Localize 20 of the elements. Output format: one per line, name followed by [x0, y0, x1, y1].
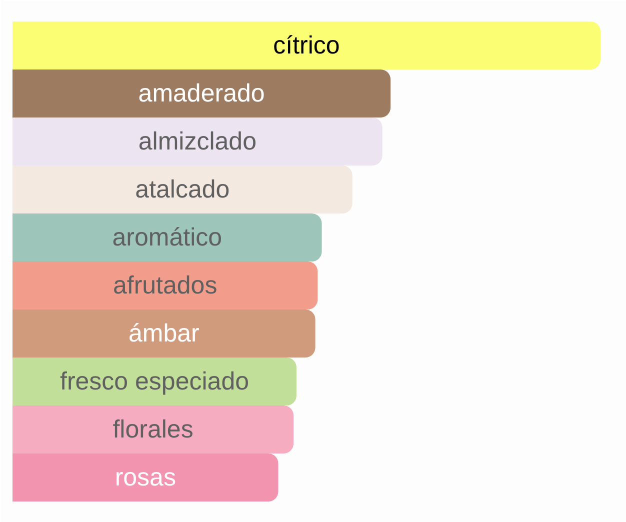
y-tick-label: amaderado [138, 80, 265, 108]
bar [12, 358, 297, 406]
bar [12, 406, 294, 454]
y-tick-label: afrutados [112, 272, 218, 300]
bar [12, 70, 391, 118]
y-tick-label: cítrico [273, 32, 340, 60]
y-tick-label: aromático [112, 224, 222, 252]
y-tick-label: ámbar [128, 320, 200, 348]
y-tick-label: rosas [114, 464, 176, 492]
bar [12, 310, 316, 358]
bar [12, 214, 322, 262]
y-tick-label: atalcado [135, 176, 230, 204]
bar [12, 262, 318, 310]
y-tick-label: florales [112, 416, 194, 444]
bar [12, 454, 278, 502]
y-tick-label: fresco especiado [60, 368, 250, 396]
bar [12, 166, 352, 214]
bar [12, 118, 382, 166]
bar [12, 22, 600, 70]
y-tick-label: almizclado [138, 128, 256, 156]
